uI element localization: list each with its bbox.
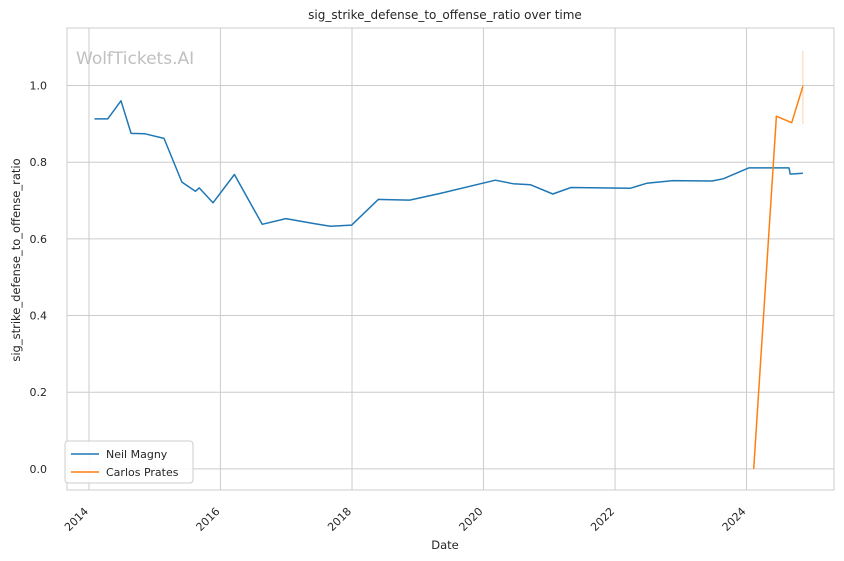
y-tick-label: 0.2 bbox=[30, 386, 48, 399]
chart-title: sig_strike_defense_to_offense_ratio over… bbox=[308, 8, 582, 22]
series-line-neil-magny bbox=[94, 100, 803, 227]
y-tick-label: 0.0 bbox=[30, 463, 48, 476]
grid bbox=[67, 28, 834, 490]
series-lines bbox=[94, 86, 804, 469]
x-axis-label: Date bbox=[431, 538, 459, 552]
y-tick-label: 1.0 bbox=[30, 80, 48, 93]
legend-label-neil-magny: Neil Magny bbox=[106, 448, 168, 461]
y-tick-label: 0.4 bbox=[30, 310, 48, 323]
series-line-carlos-prates bbox=[752, 86, 804, 469]
plot-frame bbox=[66, 27, 835, 491]
y-axis-label: sig_strike_defense_to_offense_ratio bbox=[9, 158, 23, 361]
y-tick-label: 0.8 bbox=[30, 156, 48, 169]
y-tick-label: 0.6 bbox=[30, 233, 48, 246]
y-tick-labels: 0.0 0.2 0.4 0.6 0.8 1.0 bbox=[30, 80, 48, 476]
legend-label-carlos-prates: Carlos Prates bbox=[106, 466, 179, 479]
watermark: WolfTickets.AI bbox=[76, 49, 194, 69]
legend: Neil Magny Carlos Prates bbox=[64, 440, 194, 484]
